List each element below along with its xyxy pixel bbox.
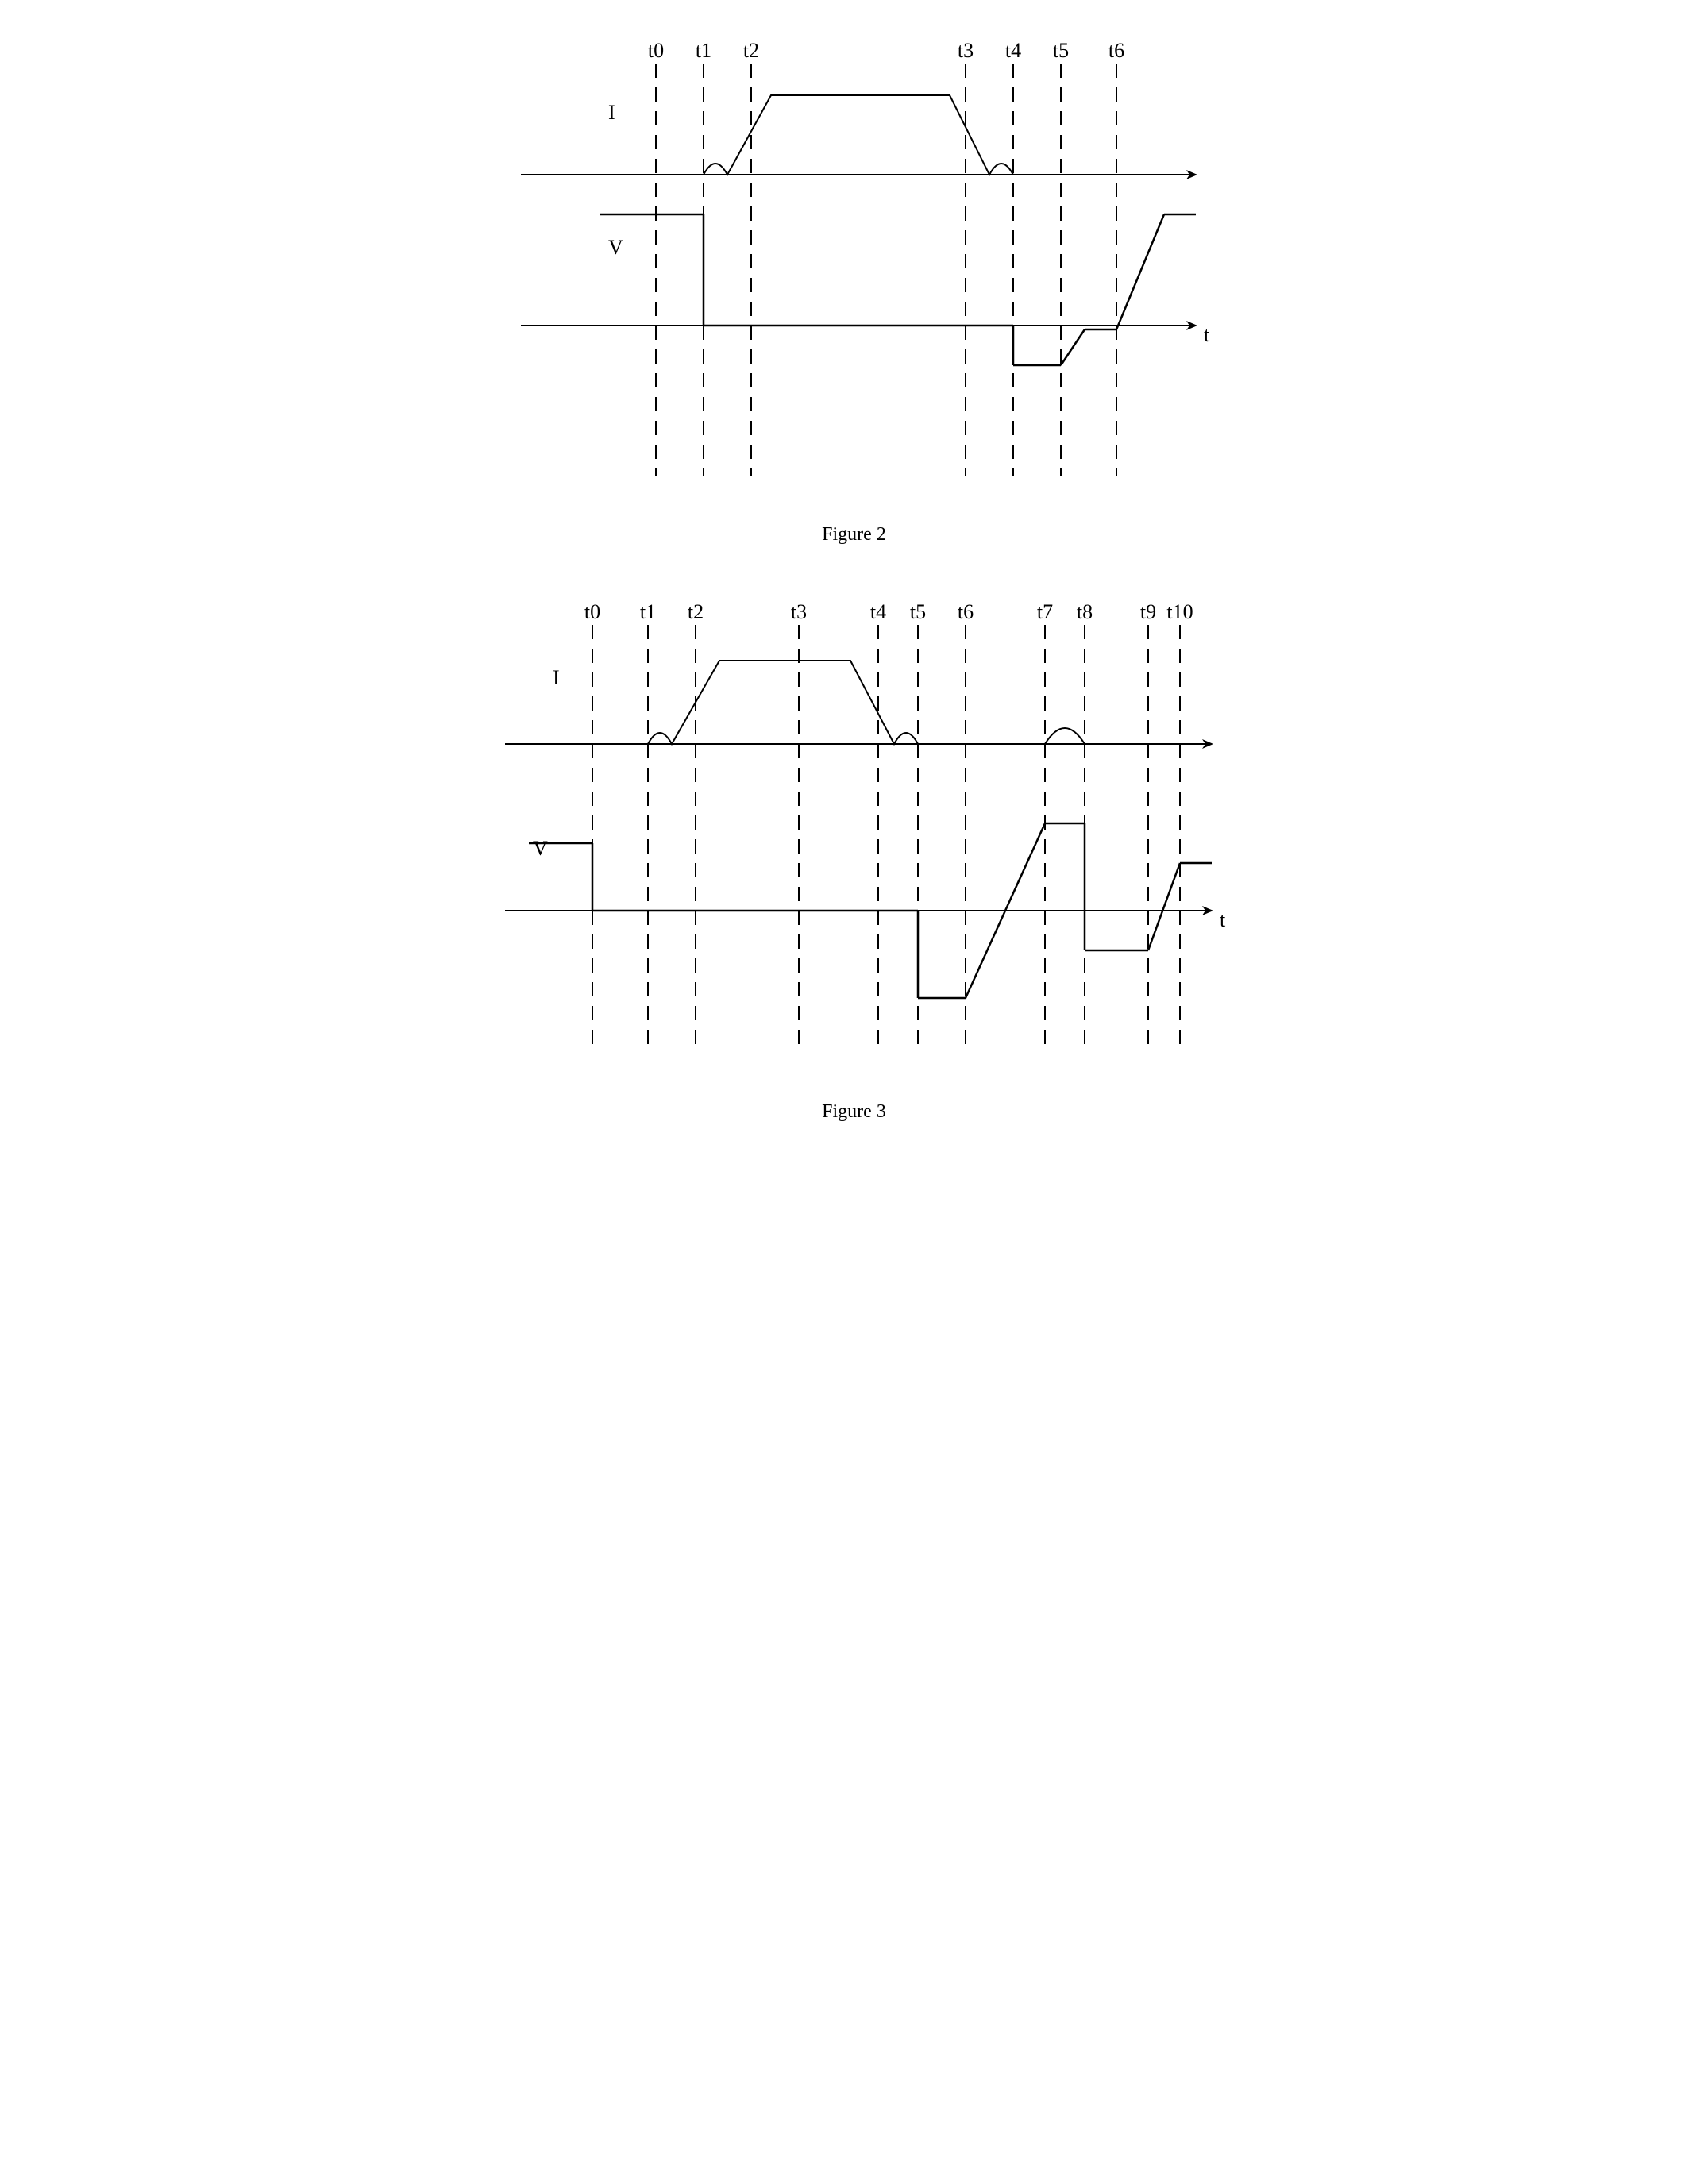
svg-text:t1: t1 [695, 39, 711, 62]
figure-3-caption: Figure 3 [457, 1101, 1251, 1123]
svg-text:t3: t3 [957, 39, 973, 62]
svg-text:V: V [533, 837, 548, 860]
svg-text:t1: t1 [639, 600, 655, 623]
svg-text:t3: t3 [790, 600, 806, 623]
svg-text:V: V [608, 236, 623, 259]
svg-text:t10: t10 [1166, 600, 1193, 623]
svg-text:t8: t8 [1076, 600, 1092, 623]
svg-text:I: I [553, 666, 560, 689]
figure-2-caption: Figure 2 [457, 524, 1251, 545]
svg-text:t5: t5 [1052, 39, 1068, 62]
svg-text:t4: t4 [1004, 39, 1020, 62]
figure-2-container: t0 t1 t2 t3 t4 t5 t6 I Vt Figure 2 [457, 32, 1251, 545]
svg-text:t5: t5 [909, 600, 925, 623]
svg-text:t7: t7 [1036, 600, 1052, 623]
svg-text:t2: t2 [742, 39, 758, 62]
svg-text:t6: t6 [1108, 39, 1124, 62]
svg-text:t0: t0 [584, 600, 600, 623]
figure-2-svg: t0 t1 t2 t3 t4 t5 t6 I Vt [457, 32, 1251, 508]
svg-text:t0: t0 [647, 39, 663, 62]
svg-text:I: I [608, 101, 615, 124]
svg-text:t9: t9 [1139, 600, 1155, 623]
svg-text:t2: t2 [687, 600, 703, 623]
svg-text:t6: t6 [957, 600, 973, 623]
svg-text:t4: t4 [869, 600, 885, 623]
svg-text:t: t [1220, 908, 1226, 931]
figure-3-container: t0 t1 t2 t3 t4 t5 t6 t7 t8 t9 t10 I Vt Figure 3 [457, 593, 1251, 1123]
svg-text:t: t [1204, 323, 1210, 346]
figure-3-svg: t0 t1 t2 t3 t4 t5 t6 t7 t8 t9 t10 I Vt [457, 593, 1251, 1085]
